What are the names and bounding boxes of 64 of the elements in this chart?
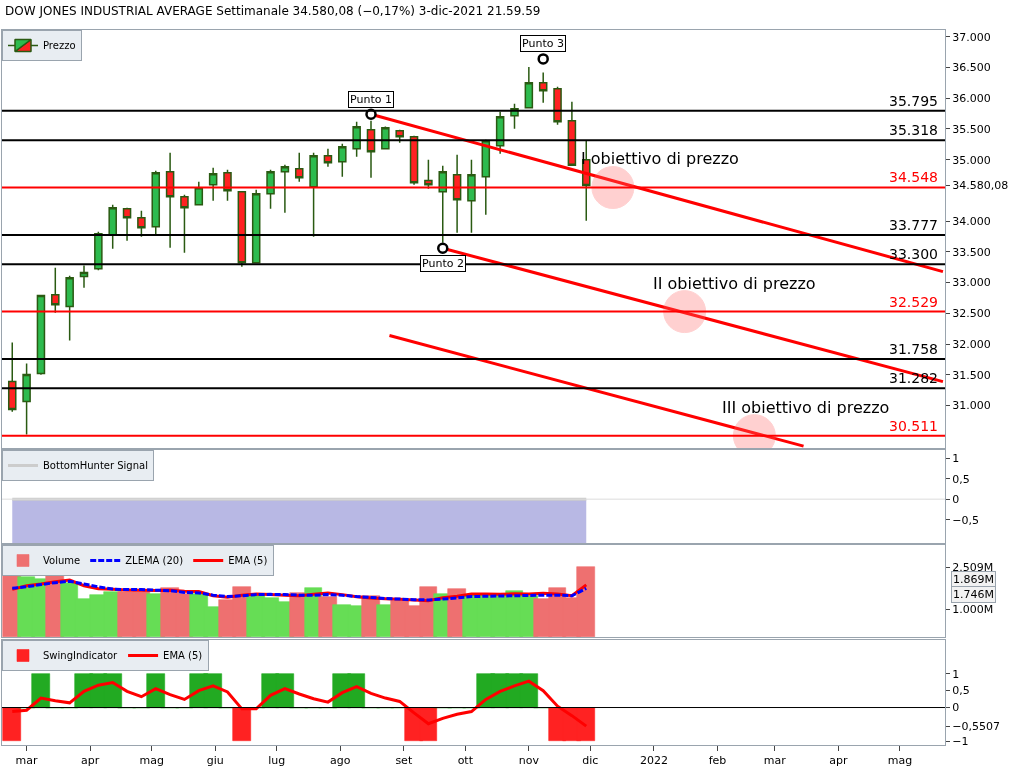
annotation: I obiettivo di prezzo	[581, 149, 739, 168]
x-tick-label: mar	[763, 754, 787, 768]
x-tick-label: feb	[708, 754, 727, 768]
x-tick-label: nov	[518, 754, 540, 768]
x-tick-label: ago	[330, 754, 351, 768]
y-tick-label: 32.500	[952, 307, 991, 321]
y-tick-label: 34.000	[952, 215, 991, 229]
x-tick-label: set	[395, 754, 413, 768]
y-tick-label: 1.000M	[952, 602, 994, 616]
x-tick-label: mag	[139, 754, 164, 768]
ref-line-label: 33.777	[889, 217, 938, 233]
y-tick-label: 36.000	[952, 92, 991, 106]
x-tick-label: 2022	[639, 754, 668, 768]
legend-label: SwingIndicator	[43, 650, 119, 662]
chart-title: DOW JONES INDUSTRIAL AVERAGE Settimanale 34.580,08 (−0,17%) 3-dic-2021 21.59.59	[5, 4, 541, 19]
x-tick-label: mag	[887, 754, 913, 768]
ref-line-label: 33.300	[889, 246, 938, 262]
ref-line-label: 31.758	[889, 341, 938, 357]
text: 1.869M	[953, 573, 994, 586]
annotation: III obiettivo di prezzo	[722, 398, 890, 417]
y-tick-label: 0	[952, 493, 960, 507]
y-tick-label: 34.580,08	[952, 179, 1009, 193]
annotation: Punto 1	[350, 93, 392, 106]
x-tick-label: giu	[206, 754, 224, 768]
ref-line-label: 34.548	[889, 169, 938, 185]
annotation: Punto 2	[422, 257, 464, 270]
y-tick-label: 1	[952, 667, 960, 681]
y-tick-label: −0,5507	[952, 719, 1000, 733]
y-tick-label: 31.500	[952, 368, 991, 382]
y-tick-label: 1	[952, 452, 960, 466]
y-tick-label: 35.000	[952, 153, 991, 167]
x-tick-label: mar	[15, 754, 39, 768]
ref-line-label: 30.511	[889, 418, 938, 434]
x-tick-label: apr	[81, 754, 100, 768]
y-tick-label: 0,5	[952, 684, 970, 698]
x-tick-label: apr	[829, 754, 848, 768]
x-tick-label: dic	[582, 754, 599, 768]
ref-line-label: 31.282	[889, 370, 938, 386]
text: 1.746M	[953, 588, 994, 601]
legend-label: Volume	[43, 555, 81, 567]
y-tick-label: 32.000	[952, 337, 991, 351]
y-tick-label: −1	[952, 735, 969, 749]
x-tick-label: lug	[268, 754, 286, 768]
ref-line-label: 35.318	[889, 122, 938, 138]
y-tick-label: 0,5	[952, 472, 970, 486]
y-tick-label: 33.500	[952, 245, 991, 259]
y-tick-label: 37.000	[952, 30, 991, 44]
ref-line-label: 32.529	[889, 294, 938, 310]
y-tick-label: 31.000	[952, 399, 991, 413]
legend-label: ZLEMA (20)	[125, 555, 184, 567]
y-tick-label: 2.509M	[952, 560, 994, 574]
annotation: II obiettivo di prezzo	[653, 274, 816, 293]
y-tick-label: 36.500	[952, 61, 991, 75]
y-tick-label: 35.500	[952, 122, 991, 136]
ref-line-label: 35.795	[889, 93, 938, 109]
x-tick-label: ott	[457, 754, 474, 768]
y-tick-label: −0,5	[952, 513, 979, 527]
legend-label: EMA (5)	[163, 650, 203, 662]
legend-label: BottomHunter Signal	[43, 460, 148, 472]
legend-label: Prezzo	[43, 40, 76, 52]
y-tick-label: 33.000	[952, 276, 991, 290]
annotation: Punto 3	[522, 37, 564, 50]
y-tick-label: 0	[952, 701, 960, 715]
legend-label: EMA (5)	[228, 555, 268, 567]
